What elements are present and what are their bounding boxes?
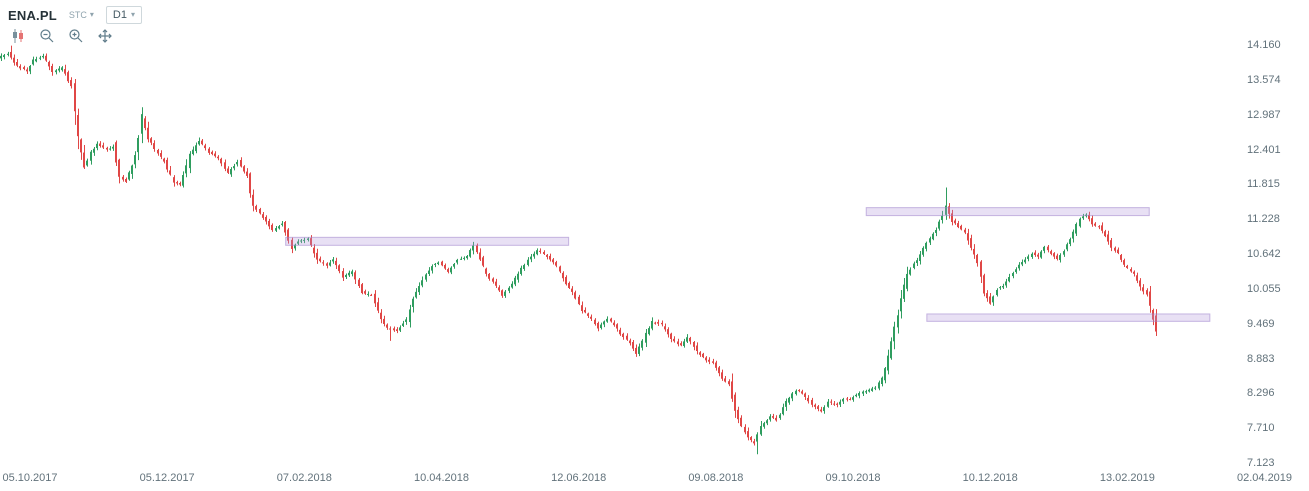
chart-header: ENA.PL STC ▾ D1 ▾ [8,6,142,24]
chevron-down-icon: ▾ [130,10,135,19]
price-tick-label: 8.883 [1247,352,1275,365]
exchange-selector[interactable]: STC ▾ [69,10,94,20]
price-tick-label: 13.574 [1247,73,1281,86]
price-tick-label: 14.160 [1247,39,1281,51]
symbol-label: ENA.PL [8,7,57,23]
time-tick-label: 09.08.2018 [688,472,744,484]
zoom-in-button[interactable] [66,26,86,46]
price-axis[interactable]: 14.160 13.574 12.987 12.401 11.815 11.228 10.6… [1245,0,1309,470]
time-axis[interactable]: 05.10.2017 05.12.2017 07.02.2018 10.04.2018… [0,470,1309,491]
price-tick-label: 11.228 [1247,213,1280,226]
time-tick-label: 05.10.2017 [2,472,58,484]
price-tick-label: 10.055 [1247,282,1281,295]
time-tick-label: 02.04.2019 [1236,472,1293,484]
exchange-label: STC [68,10,87,20]
price-tick-label: 12.401 [1247,143,1281,156]
price-tick-label: 7.710 [1247,422,1275,435]
price-tick-label: 8.296 [1247,387,1275,400]
price-tick-label: 10.642 [1247,248,1281,260]
candlestick-type-icon [10,28,26,44]
timeframe-label: D1 [112,9,127,21]
price-tick-label: 11.815 [1247,178,1280,191]
price-tick-label: 12.987 [1247,108,1281,121]
time-tick-label: 09.10.2018 [825,472,881,484]
chevron-down-icon: ▾ [89,10,94,19]
zoom-out-button[interactable] [37,26,57,46]
time-tick-label: 10.04.2018 [413,472,470,484]
candlestick-type-button[interactable] [8,26,28,46]
price-tick-label: 9.469 [1247,317,1275,330]
zoom-in-icon [68,28,84,44]
pan-icon [97,28,113,44]
zoom-out-icon [39,28,55,44]
price-tick-label: 7.123 [1247,457,1275,469]
pan-button[interactable] [95,26,115,46]
time-tick-label: 12.06.2018 [551,472,607,484]
time-tick-label: 05.12.2017 [139,472,195,484]
time-tick-label: 13.02.2019 [1099,472,1155,484]
time-tick-label: 10.12.2018 [962,472,1018,484]
chart-toolbar [8,26,115,46]
timeframe-select[interactable]: D1 ▾ [105,6,142,24]
time-tick-label: 07.02.2018 [276,472,332,484]
